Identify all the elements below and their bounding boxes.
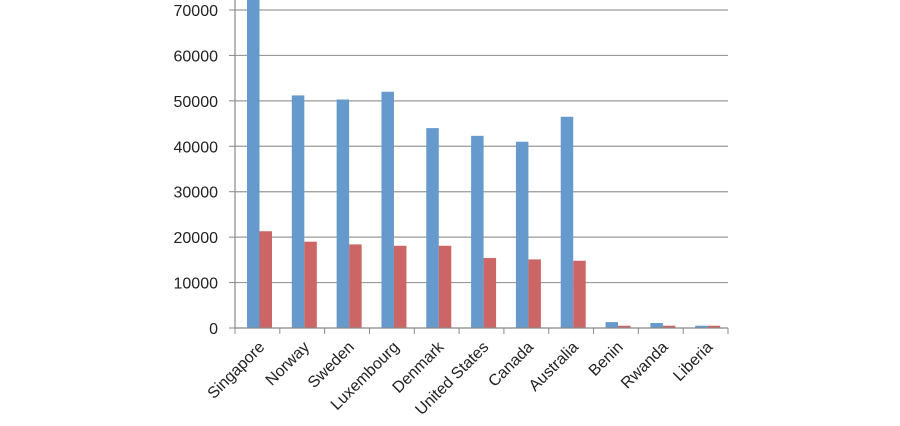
y-tick-label: 0 — [209, 321, 218, 338]
y-tick-label: 50000 — [174, 94, 219, 111]
bar — [605, 322, 619, 328]
bar — [650, 323, 663, 328]
bar — [426, 128, 439, 328]
bar — [515, 141, 529, 328]
y-tick-label: 70000 — [174, 3, 219, 20]
x-axis: SingaporeNorwaySwedenLuxembourgDenmarkUn… — [205, 327, 729, 419]
bar — [349, 244, 362, 328]
x-category-label: Rwanda — [618, 339, 672, 393]
bar — [662, 325, 676, 328]
x-category-label: Australia — [526, 339, 582, 395]
bar — [304, 241, 317, 328]
bar — [393, 245, 407, 328]
x-category-label: Benin — [586, 339, 627, 380]
bar — [618, 325, 631, 328]
bar — [528, 259, 541, 328]
bar — [707, 325, 721, 328]
bars — [247, 0, 721, 329]
x-category-label: Liberia — [670, 339, 716, 385]
bar — [471, 135, 484, 328]
y-tick-label: 30000 — [174, 185, 219, 202]
y-axis: 0 10000 20000 30000 40000 50000 60000 70000 — [174, 0, 236, 338]
bar — [573, 260, 586, 328]
bar — [695, 325, 708, 328]
bar — [483, 258, 497, 328]
bar — [247, 0, 260, 328]
bar — [259, 231, 272, 328]
bar — [291, 95, 305, 328]
y-tick-label: 40000 — [174, 139, 219, 156]
y-tick-label: 10000 — [174, 276, 219, 293]
bar — [336, 99, 350, 328]
y-tick-label: 60000 — [174, 48, 219, 65]
x-category-label: Singapore — [205, 339, 269, 403]
bar — [381, 91, 394, 329]
y-tick-label: 20000 — [174, 230, 219, 247]
bar — [560, 116, 574, 328]
bar — [438, 245, 452, 328]
